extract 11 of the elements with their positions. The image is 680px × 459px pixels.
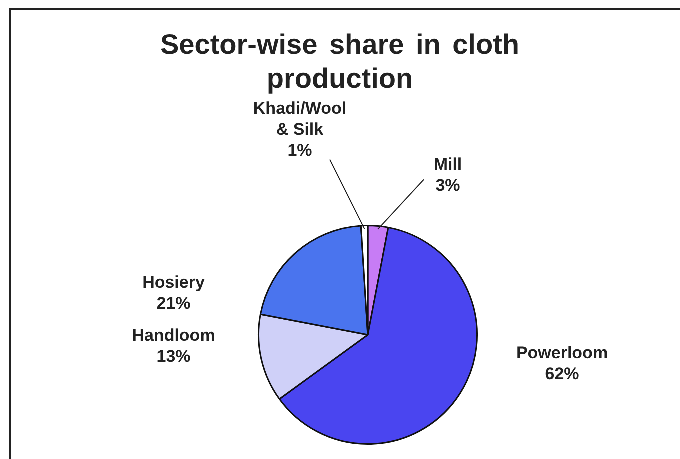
data-label: 1% [288, 140, 312, 160]
data-label: 21% [156, 294, 191, 314]
slice-label: Hosiery [142, 273, 206, 292]
data-label: 62% [545, 364, 580, 384]
slice-label: Handloom [132, 326, 216, 346]
slice-label: Khadi/Wool & Silk [253, 98, 347, 139]
data-label: 13% [156, 347, 191, 366]
slice-label: Mill [434, 154, 462, 174]
chart-title: Sector-wise share in cloth production [160, 28, 520, 96]
slice-label: Powerloom [516, 343, 608, 362]
data-label: 3% [436, 176, 460, 195]
